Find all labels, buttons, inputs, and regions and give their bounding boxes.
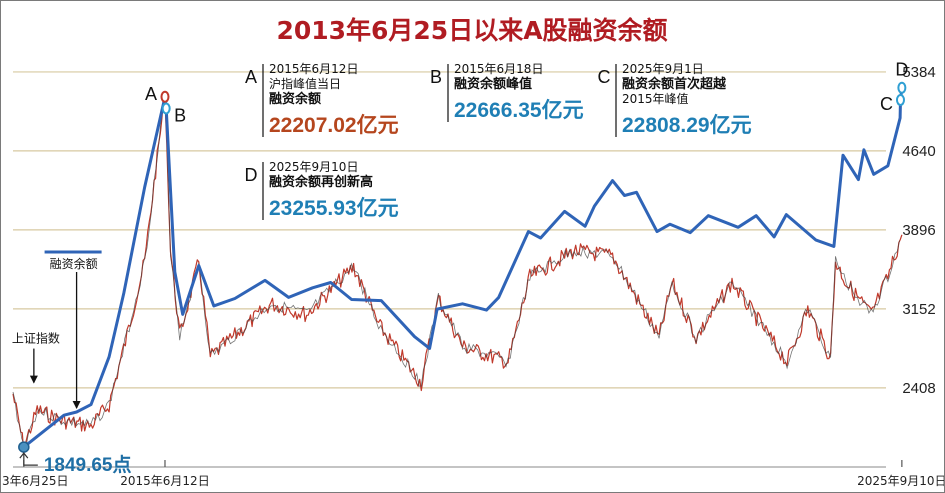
x-tick-label: 2015年6月12日 <box>120 474 209 488</box>
annotation-value-b: 22666.35亿元 <box>454 98 584 122</box>
y-tick-label: 4640 <box>902 143 935 160</box>
minimum-leader <box>23 453 38 466</box>
annotation-letter-c: C <box>598 67 611 87</box>
annotation-line: 融资余额 <box>269 91 321 107</box>
marker-letter-a: A <box>145 84 157 104</box>
callout-arrowhead <box>72 401 81 410</box>
marker-letter-d: D <box>895 60 908 80</box>
x-tick-label: 2013年6月25日 <box>1 474 69 488</box>
minimum-label: 1849.65点 <box>44 454 132 476</box>
minimum-marker <box>18 441 30 453</box>
minimum-arrowhead <box>19 452 29 459</box>
callout-arrowhead <box>29 375 38 384</box>
marker-letter-c: C <box>880 94 893 114</box>
marker-d <box>897 81 907 94</box>
y-tick-label: 2408 <box>902 380 935 397</box>
series-callouts: 上证指数 融资余额 <box>12 250 102 410</box>
chart-title: 2013年6月25日以来A股融资余额 <box>276 16 667 45</box>
index-series <box>12 92 903 454</box>
x-tick-label: 2025年9月10日 <box>857 474 944 488</box>
marker-b <box>161 102 171 115</box>
marker-c <box>895 93 905 106</box>
annotation-line: 2025年9月1日 <box>622 62 704 76</box>
margin-series-label: 融资余额 <box>50 256 98 271</box>
index-line-shadow <box>12 92 900 448</box>
annotation-value-d: 23255.93亿元 <box>269 196 399 220</box>
index-series-label: 上证指数 <box>12 331 60 346</box>
annotation-line: 2015年6月12日 <box>269 62 358 76</box>
y-tick-label: 5384 <box>902 64 935 81</box>
marker-a <box>160 90 170 103</box>
x-axis-ticks: 2013年6月25日 2015年6月12日 2025年9月10日 <box>1 460 944 488</box>
y-tick-label: 3152 <box>902 301 935 318</box>
y-tick-label: 3896 <box>902 222 935 239</box>
annotation-letter-d: D <box>245 165 258 185</box>
annotation-line: 融资余额峰值 <box>454 76 532 92</box>
annotation-value-c: 22808.29亿元 <box>622 113 752 137</box>
y-axis-ticks: 2408 3152 3896 4640 5384 <box>902 64 935 397</box>
annotation-line: 沪指峰值当日 <box>269 76 341 91</box>
annotation-line: 融资余额再创新高 <box>269 174 373 190</box>
annotation-letter-a: A <box>245 67 257 87</box>
grid-lines <box>13 71 886 389</box>
annotation-letter-b: B <box>430 67 442 87</box>
annotation-line: 2025年9月10日 <box>269 160 358 174</box>
annotation-line: 融资余额首次超越 <box>622 76 727 92</box>
annotation-value-a: 22207.02亿元 <box>269 113 399 137</box>
annotation-line: 2015年峰值 <box>622 91 689 106</box>
index-line <box>12 99 903 454</box>
margin-series <box>22 87 904 449</box>
annotation-line: 2015年6月18日 <box>454 62 543 76</box>
margin-line <box>22 87 904 449</box>
marker-letter-b: B <box>174 105 186 125</box>
